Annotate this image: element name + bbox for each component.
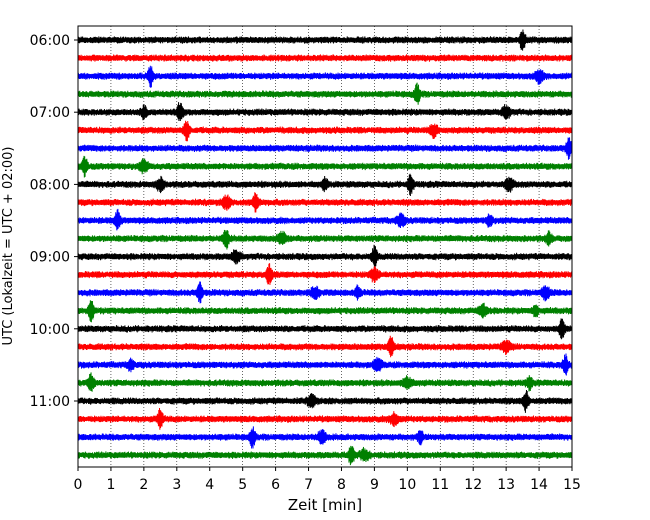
- x-axis-ticks: 0 1 2 3 4 5 6 7 8 9 10 11 12 13 14 15: [74, 467, 581, 493]
- trace-1115: [77, 408, 573, 430]
- trace-0600: [77, 29, 573, 51]
- trace-0615: [77, 54, 573, 62]
- trace-0900: [77, 244, 573, 269]
- trace-1015: [77, 335, 573, 358]
- x-tick-label: 1: [106, 477, 115, 493]
- y-axis-title: UTC (Lokalzeit = UTC + 02:00): [1, 147, 16, 346]
- x-tick-label: 10: [398, 477, 416, 493]
- trace-1030: [77, 353, 573, 376]
- trace-1130: [77, 426, 573, 449]
- trace-0845: [77, 229, 573, 250]
- seismogram-traces: [77, 29, 573, 466]
- trace-0945: [77, 300, 573, 323]
- x-tick-label: 7: [304, 477, 313, 493]
- trace-1100: [77, 389, 573, 413]
- x-axis-title: Zeit [min]: [288, 496, 362, 514]
- plot-area-frame: [77, 25, 573, 468]
- x-tick-label: 13: [497, 477, 515, 493]
- y-tick-label: 11:00: [30, 394, 70, 410]
- trace-0800: [77, 173, 573, 196]
- x-tick-label: 15: [563, 477, 581, 493]
- y-tick-label: 10:00: [30, 322, 70, 338]
- x-tick-label: 6: [271, 477, 280, 493]
- trace-1045: [77, 372, 573, 392]
- y-axis-ticks: 06:00 07:00 08:00 09:00 10:00 11:00: [30, 33, 78, 410]
- x-tick-label: 8: [337, 477, 346, 493]
- y-tick-label: 06:00: [30, 33, 70, 49]
- x-tick-label: 5: [238, 477, 247, 493]
- x-tick-label: 14: [530, 477, 548, 493]
- y-tick-label: 08:00: [30, 177, 70, 193]
- trace-1000: [77, 318, 573, 340]
- x-tick-label: 2: [139, 477, 148, 493]
- x-tick-label: 4: [205, 477, 214, 493]
- trace-1145: [77, 445, 573, 466]
- x-tick-label: 0: [74, 477, 83, 493]
- trace-0730: [77, 137, 573, 160]
- trace-0700: [77, 102, 573, 122]
- trace-0815: [77, 192, 573, 213]
- trace-0930: [77, 281, 573, 304]
- trace-0915: [77, 263, 573, 285]
- trace-0745: [77, 155, 573, 178]
- x-tick-label: 12: [464, 477, 482, 493]
- trace-0630: [77, 65, 573, 88]
- y-tick-label: 09:00: [30, 250, 70, 266]
- trace-0715: [77, 120, 573, 142]
- trace-0830: [77, 208, 573, 231]
- x-tick-label: 3: [172, 477, 181, 493]
- x-tick-label: 11: [431, 477, 449, 493]
- x-tick-label: 9: [370, 477, 379, 493]
- trace-0645: [77, 82, 573, 105]
- y-tick-label: 07:00: [30, 105, 70, 121]
